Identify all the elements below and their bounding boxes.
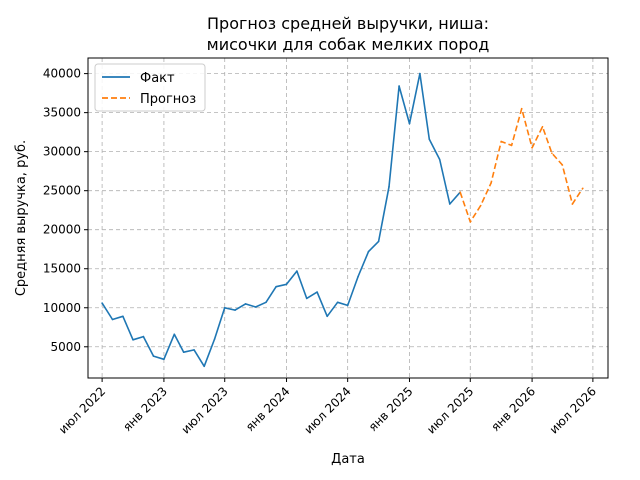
data-point [571,203,574,205]
data-point [419,72,421,75]
data-point [296,270,298,272]
data-point [305,297,308,300]
data-point [122,315,124,318]
data-point [541,125,544,128]
x-tick-label: янв 2024 [243,384,293,434]
y-tick-label: 5000 [50,340,81,354]
x-tick-label: июл 2023 [179,384,231,436]
y-axis-label: Средняя выручка, руб. [14,140,29,296]
data-point [193,349,195,351]
data-point [234,309,236,311]
data-point [254,306,257,308]
data-point [479,204,482,207]
data-point [388,186,390,188]
data-point [459,191,462,193]
data-point [561,164,564,166]
data-point [398,85,400,87]
x-tick-label: июл 2022 [56,384,108,436]
data-point [377,240,380,243]
data-point [111,318,114,321]
x-tick-label: янв 2026 [488,384,538,434]
grid-lines [88,58,608,378]
y-axis: 5000 10000 15000 20000 25000 30000 35000 40000 [43,67,88,354]
data-point [438,158,441,161]
data-point [531,147,533,149]
data-point [346,304,349,307]
y-tick-label: 30000 [43,145,81,159]
data-point [326,315,329,318]
data-point [132,339,134,341]
y-tick-label: 15000 [43,262,81,276]
x-axis: июл 2022 янв 2023 июл 2023 янв 2024 июл 2024… [56,378,599,437]
chart-title-line-1: Прогноз средней выручки, ниша: [207,14,489,33]
legend-label-fact: Факт [140,71,175,86]
y-tick-label: 10000 [43,301,81,315]
chart-title-line-2: мисочки для собак мелких пород [207,35,490,54]
data-point [173,333,176,336]
data-point [213,338,216,340]
data-point [244,303,247,305]
series-line-fact [101,72,461,368]
data-point [469,221,472,223]
y-tick-label: 20000 [43,223,81,237]
series-layer [101,72,584,368]
series-line-forecast [459,107,584,223]
x-tick-label: янв 2025 [366,384,416,434]
legend-box [94,63,206,112]
data-point [163,358,165,361]
data-point [490,182,492,184]
legend: Факт Прогноз [94,63,206,112]
data-point [142,335,145,338]
data-point [265,301,267,304]
data-point [316,291,318,293]
x-tick-label: июл 2024 [302,384,354,436]
x-tick-label: янв 2023 [120,384,170,434]
data-point [520,107,523,110]
data-point [182,351,185,354]
legend-label-forecast: Прогноз [140,92,196,107]
data-point [275,285,277,288]
y-tick-label: 35000 [43,106,81,120]
data-point [101,302,103,304]
x-tick-label: июл 2026 [547,384,599,436]
data-point [152,355,155,357]
data-point [223,307,226,309]
data-point [357,275,359,278]
data-point [510,144,513,147]
y-tick-label: 40000 [43,67,81,81]
x-axis-label: Дата [331,452,365,467]
data-point [551,152,553,154]
data-point [449,203,451,205]
data-point [285,283,288,286]
x-tick-label: июл 2025 [424,384,476,436]
data-point [500,140,503,143]
data-point [408,122,411,125]
data-point [582,187,584,190]
data-point [203,365,205,368]
data-point [336,301,339,304]
data-point [367,250,370,253]
data-point [428,138,431,140]
y-tick-label: 25000 [43,184,81,198]
